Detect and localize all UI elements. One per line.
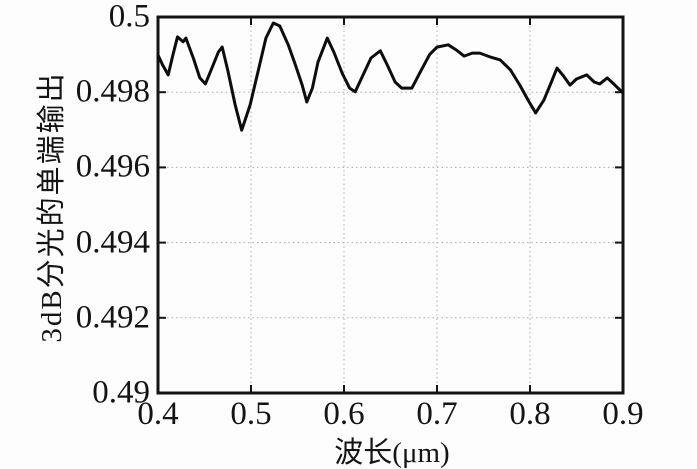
y-tick-label: 0.496 — [75, 148, 150, 185]
y-tick-label: 0.494 — [75, 224, 150, 261]
x-tick-label: 0.6 — [323, 396, 365, 432]
x-tick-label: 0.8 — [509, 396, 551, 432]
x-tick-label: 0.7 — [416, 396, 458, 432]
y-tick-label: 0.498 — [75, 73, 150, 110]
x-axis-label: 波长(μm) — [334, 437, 450, 469]
x-tick-label: 0.5 — [230, 396, 272, 432]
plot-frame — [156, 15, 625, 395]
y-tick-label: 0.492 — [75, 299, 150, 336]
data-line — [156, 21, 625, 132]
y-axis-label: 3dB分光的单端输出 — [36, 71, 68, 343]
y-tick-label: 0.5 — [108, 0, 150, 35]
y-tick-label: 0.49 — [92, 374, 150, 411]
x-tick-label: 0.9 — [602, 396, 644, 432]
x-tick-label: 0.4 — [137, 396, 179, 432]
